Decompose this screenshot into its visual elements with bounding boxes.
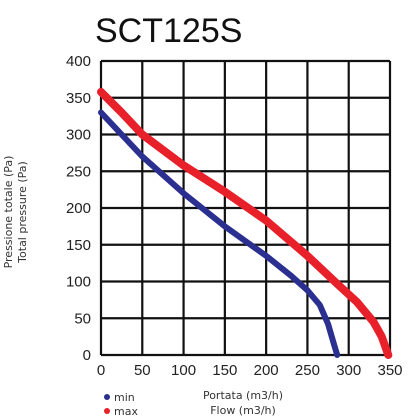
y-tick-label: 200 bbox=[66, 200, 91, 217]
x-tick-label: 0 bbox=[97, 362, 105, 379]
y-tick-label: 250 bbox=[66, 163, 91, 180]
series-lines bbox=[97, 87, 393, 359]
series-line-min bbox=[98, 109, 341, 358]
x-tick-label: 300 bbox=[336, 362, 361, 379]
y-tick-label: 50 bbox=[74, 310, 91, 327]
x-tick-label: 100 bbox=[171, 362, 196, 379]
legend: min max bbox=[104, 391, 138, 416]
x-axis-title-en: Flow (m3/h) bbox=[210, 404, 276, 416]
series-line-max bbox=[97, 87, 393, 359]
y-tick-label: 100 bbox=[66, 274, 91, 291]
y-axis-title-en: Total pressure (Pa) bbox=[16, 161, 29, 264]
y-tick-label: 400 bbox=[66, 53, 91, 70]
y-axis-title-it: Pressione totale (Pa) bbox=[2, 156, 15, 269]
x-tick-label: 250 bbox=[295, 362, 320, 379]
y-tick-label: 300 bbox=[66, 127, 91, 144]
chart-title: SCT125S bbox=[95, 12, 242, 50]
legend-label-max: max bbox=[114, 405, 138, 416]
legend-marker-min bbox=[104, 394, 110, 400]
x-tick-label: 150 bbox=[212, 362, 237, 379]
y-tick-label: 0 bbox=[83, 347, 91, 364]
x-tick-label: 50 bbox=[134, 362, 151, 379]
x-tick-label: 350 bbox=[377, 362, 402, 379]
y-tick-label: 150 bbox=[66, 237, 91, 254]
tick-labels: 0 50 100 150 200 250 300 350 0 50 100 150 200 250 300 3… bbox=[66, 53, 403, 379]
x-axis-title-it: Portata (m3/h) bbox=[203, 389, 283, 402]
legend-marker-max bbox=[104, 408, 110, 414]
legend-label-min: min bbox=[114, 391, 135, 404]
x-tick-label: 200 bbox=[254, 362, 279, 379]
y-tick-label: 350 bbox=[66, 90, 91, 107]
